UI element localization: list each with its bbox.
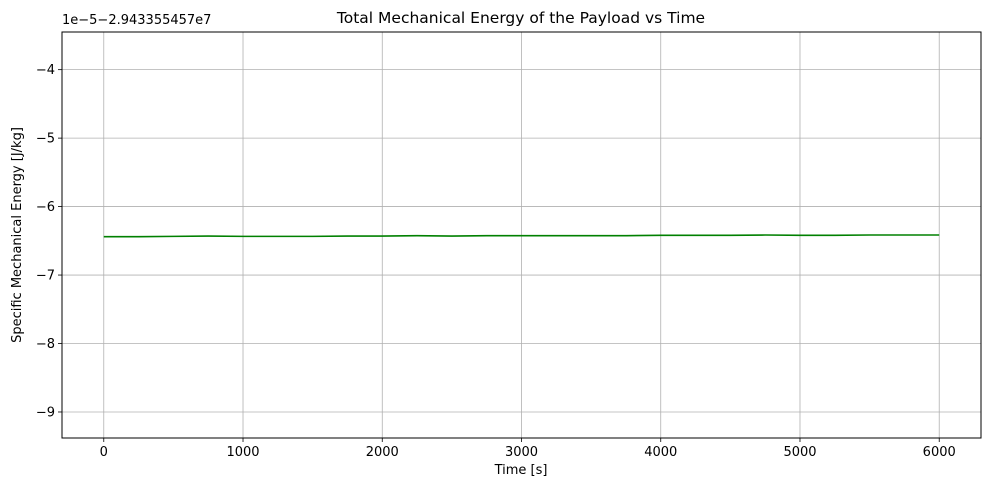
y-tick-label: −6 <box>36 200 55 215</box>
y-offset-text: 1e−5−2.943355457e7 <box>62 13 211 28</box>
y-tick-label: −5 <box>36 132 55 147</box>
x-tick-label: 1000 <box>226 445 259 460</box>
x-tick-label: 3000 <box>505 445 538 460</box>
y-tick-label: −9 <box>36 405 55 420</box>
x-tick-label: 4000 <box>644 445 677 460</box>
chart-title: Total Mechanical Energy of the Payload v… <box>336 9 705 27</box>
y-tick-label: −4 <box>36 63 55 78</box>
y-tick-label: −8 <box>36 337 55 352</box>
x-tick-label: 5000 <box>783 445 816 460</box>
x-tick-label: 2000 <box>366 445 399 460</box>
y-tick-label: −7 <box>36 269 55 284</box>
x-axis-label: Time [s] <box>494 463 548 478</box>
y-axis-label: Specific Mechanical Energy [J/kg] <box>10 127 25 343</box>
series-line <box>103 234 940 238</box>
x-tick-label: 6000 <box>923 445 956 460</box>
grid <box>62 32 981 438</box>
ticks: 0 1000 2000 3000 4000 5000 6000 −4 −5 −6 −7 −8 −9 <box>36 63 956 460</box>
x-tick-label: 0 <box>100 445 108 460</box>
series-layer <box>103 234 940 238</box>
